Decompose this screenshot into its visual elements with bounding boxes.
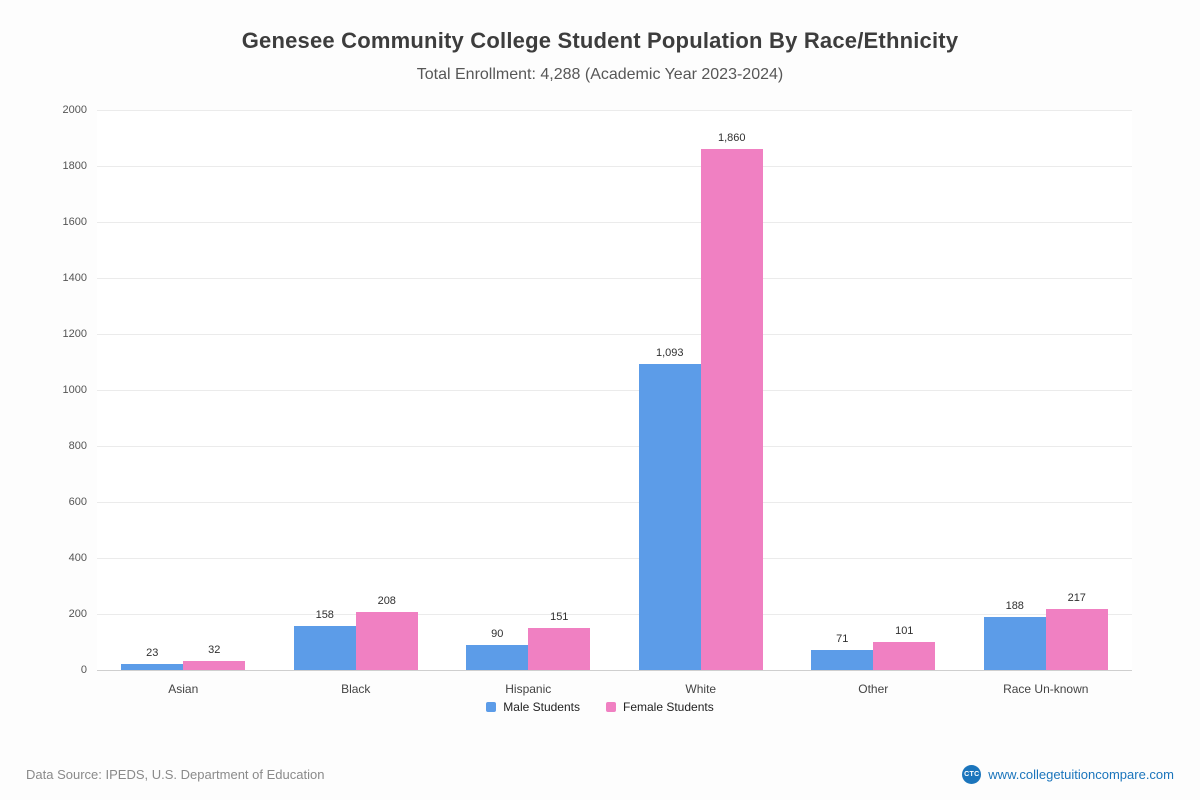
- legend-label: Male Students: [503, 700, 580, 714]
- plot-area: 0 200 400 600 800 1000 1200 1400 1600 1800 2000 23 3…: [63, 104, 1132, 696]
- chart-subtitle: Total Enrollment: 4,288 (Academic Year 2…: [416, 66, 784, 83]
- bar-female-white[interactable]: [700, 149, 763, 670]
- bar-female-hispanic[interactable]: [528, 627, 591, 670]
- x-axis-category-label: White: [685, 682, 717, 696]
- bar-male-white[interactable]: [638, 363, 701, 670]
- gridline: [97, 222, 1132, 223]
- gridline: [97, 614, 1132, 615]
- legend-swatch-icon: [606, 702, 616, 712]
- gridline: [97, 278, 1132, 279]
- website-link-label: www.collegetuitioncompare.com: [988, 767, 1174, 782]
- bar-value-label: 101: [895, 624, 914, 637]
- legend-item-female-students[interactable]: Female Students: [606, 700, 714, 714]
- gridline: [97, 110, 1132, 111]
- bar-value-label: 151: [550, 610, 569, 623]
- x-axis-line: [97, 670, 1132, 671]
- bar-value-label: 188: [1005, 600, 1024, 613]
- bar-value-label: 158: [315, 608, 334, 621]
- y-axis-tick-label: 600: [68, 496, 87, 508]
- x-axis-category-label: Asian: [168, 682, 199, 696]
- bar-male-other[interactable]: [811, 650, 874, 670]
- x-axis-category-label: Race Un-known: [1003, 682, 1089, 696]
- x-axis-category-label: Black: [341, 682, 371, 696]
- chart-title: Genesee Community College Student Popula…: [241, 28, 959, 53]
- ctc-logo-icon: CTC: [962, 765, 982, 784]
- y-axis-tick-label: 800: [68, 440, 87, 452]
- y-axis-tick-label: 2000: [62, 104, 87, 116]
- bar-female-black[interactable]: [355, 611, 418, 670]
- bar-value-label: 208: [377, 594, 396, 607]
- x-axis-category-label: Hispanic: [505, 682, 552, 696]
- bar-value-label: 32: [208, 644, 221, 657]
- bar-male-race-un-known[interactable]: [983, 617, 1046, 670]
- bar-value-label: 1,860: [717, 132, 746, 145]
- legend-swatch-icon: [486, 702, 497, 712]
- y-axis-tick-label: 1400: [62, 272, 87, 284]
- gridline: [97, 558, 1132, 559]
- legend-label: Female Students: [623, 700, 714, 714]
- gridline: [97, 166, 1132, 167]
- y-axis-tick-label: 1800: [62, 160, 87, 172]
- bar-female-race-un-known[interactable]: [1045, 609, 1108, 670]
- bar-female-asian[interactable]: [183, 661, 246, 670]
- y-axis-tick-label: 1000: [62, 384, 87, 396]
- bar-value-label: 1,093: [655, 346, 684, 359]
- bar-value-label: 90: [491, 627, 504, 640]
- y-axis-tick-label: 0: [80, 664, 87, 676]
- y-axis-tick-label: 1600: [62, 216, 87, 228]
- legend-item-male-students[interactable]: Male Students: [486, 700, 580, 714]
- data-source-text: Data Source: IPEDS, U.S. Department of E…: [26, 767, 325, 782]
- bar-male-black[interactable]: [293, 625, 356, 670]
- gridline: [97, 446, 1132, 447]
- y-axis-tick-label: 1200: [62, 328, 87, 340]
- website-link[interactable]: CTC www.collegetuitioncompare.com: [962, 765, 1174, 784]
- bar-male-hispanic[interactable]: [466, 644, 529, 670]
- gridline: [97, 390, 1132, 391]
- y-axis-tick-label: 400: [68, 552, 87, 564]
- gridline: [97, 334, 1132, 335]
- bar-female-other[interactable]: [873, 641, 936, 670]
- y-axis-tick-label: 200: [68, 608, 87, 620]
- x-axis-category-label: Other: [858, 682, 889, 696]
- legend: Male Students Female Students: [0, 700, 1200, 714]
- chart-header: Genesee Community College Student Popula…: [0, 0, 1200, 84]
- gridline: [97, 502, 1132, 503]
- bar-male-asian[interactable]: [121, 663, 184, 670]
- bar-value-label: 23: [146, 646, 159, 659]
- bar-value-label: 217: [1067, 592, 1086, 605]
- footer: Data Source: IPEDS, U.S. Department of E…: [0, 765, 1200, 784]
- bar-value-label: 71: [836, 633, 849, 646]
